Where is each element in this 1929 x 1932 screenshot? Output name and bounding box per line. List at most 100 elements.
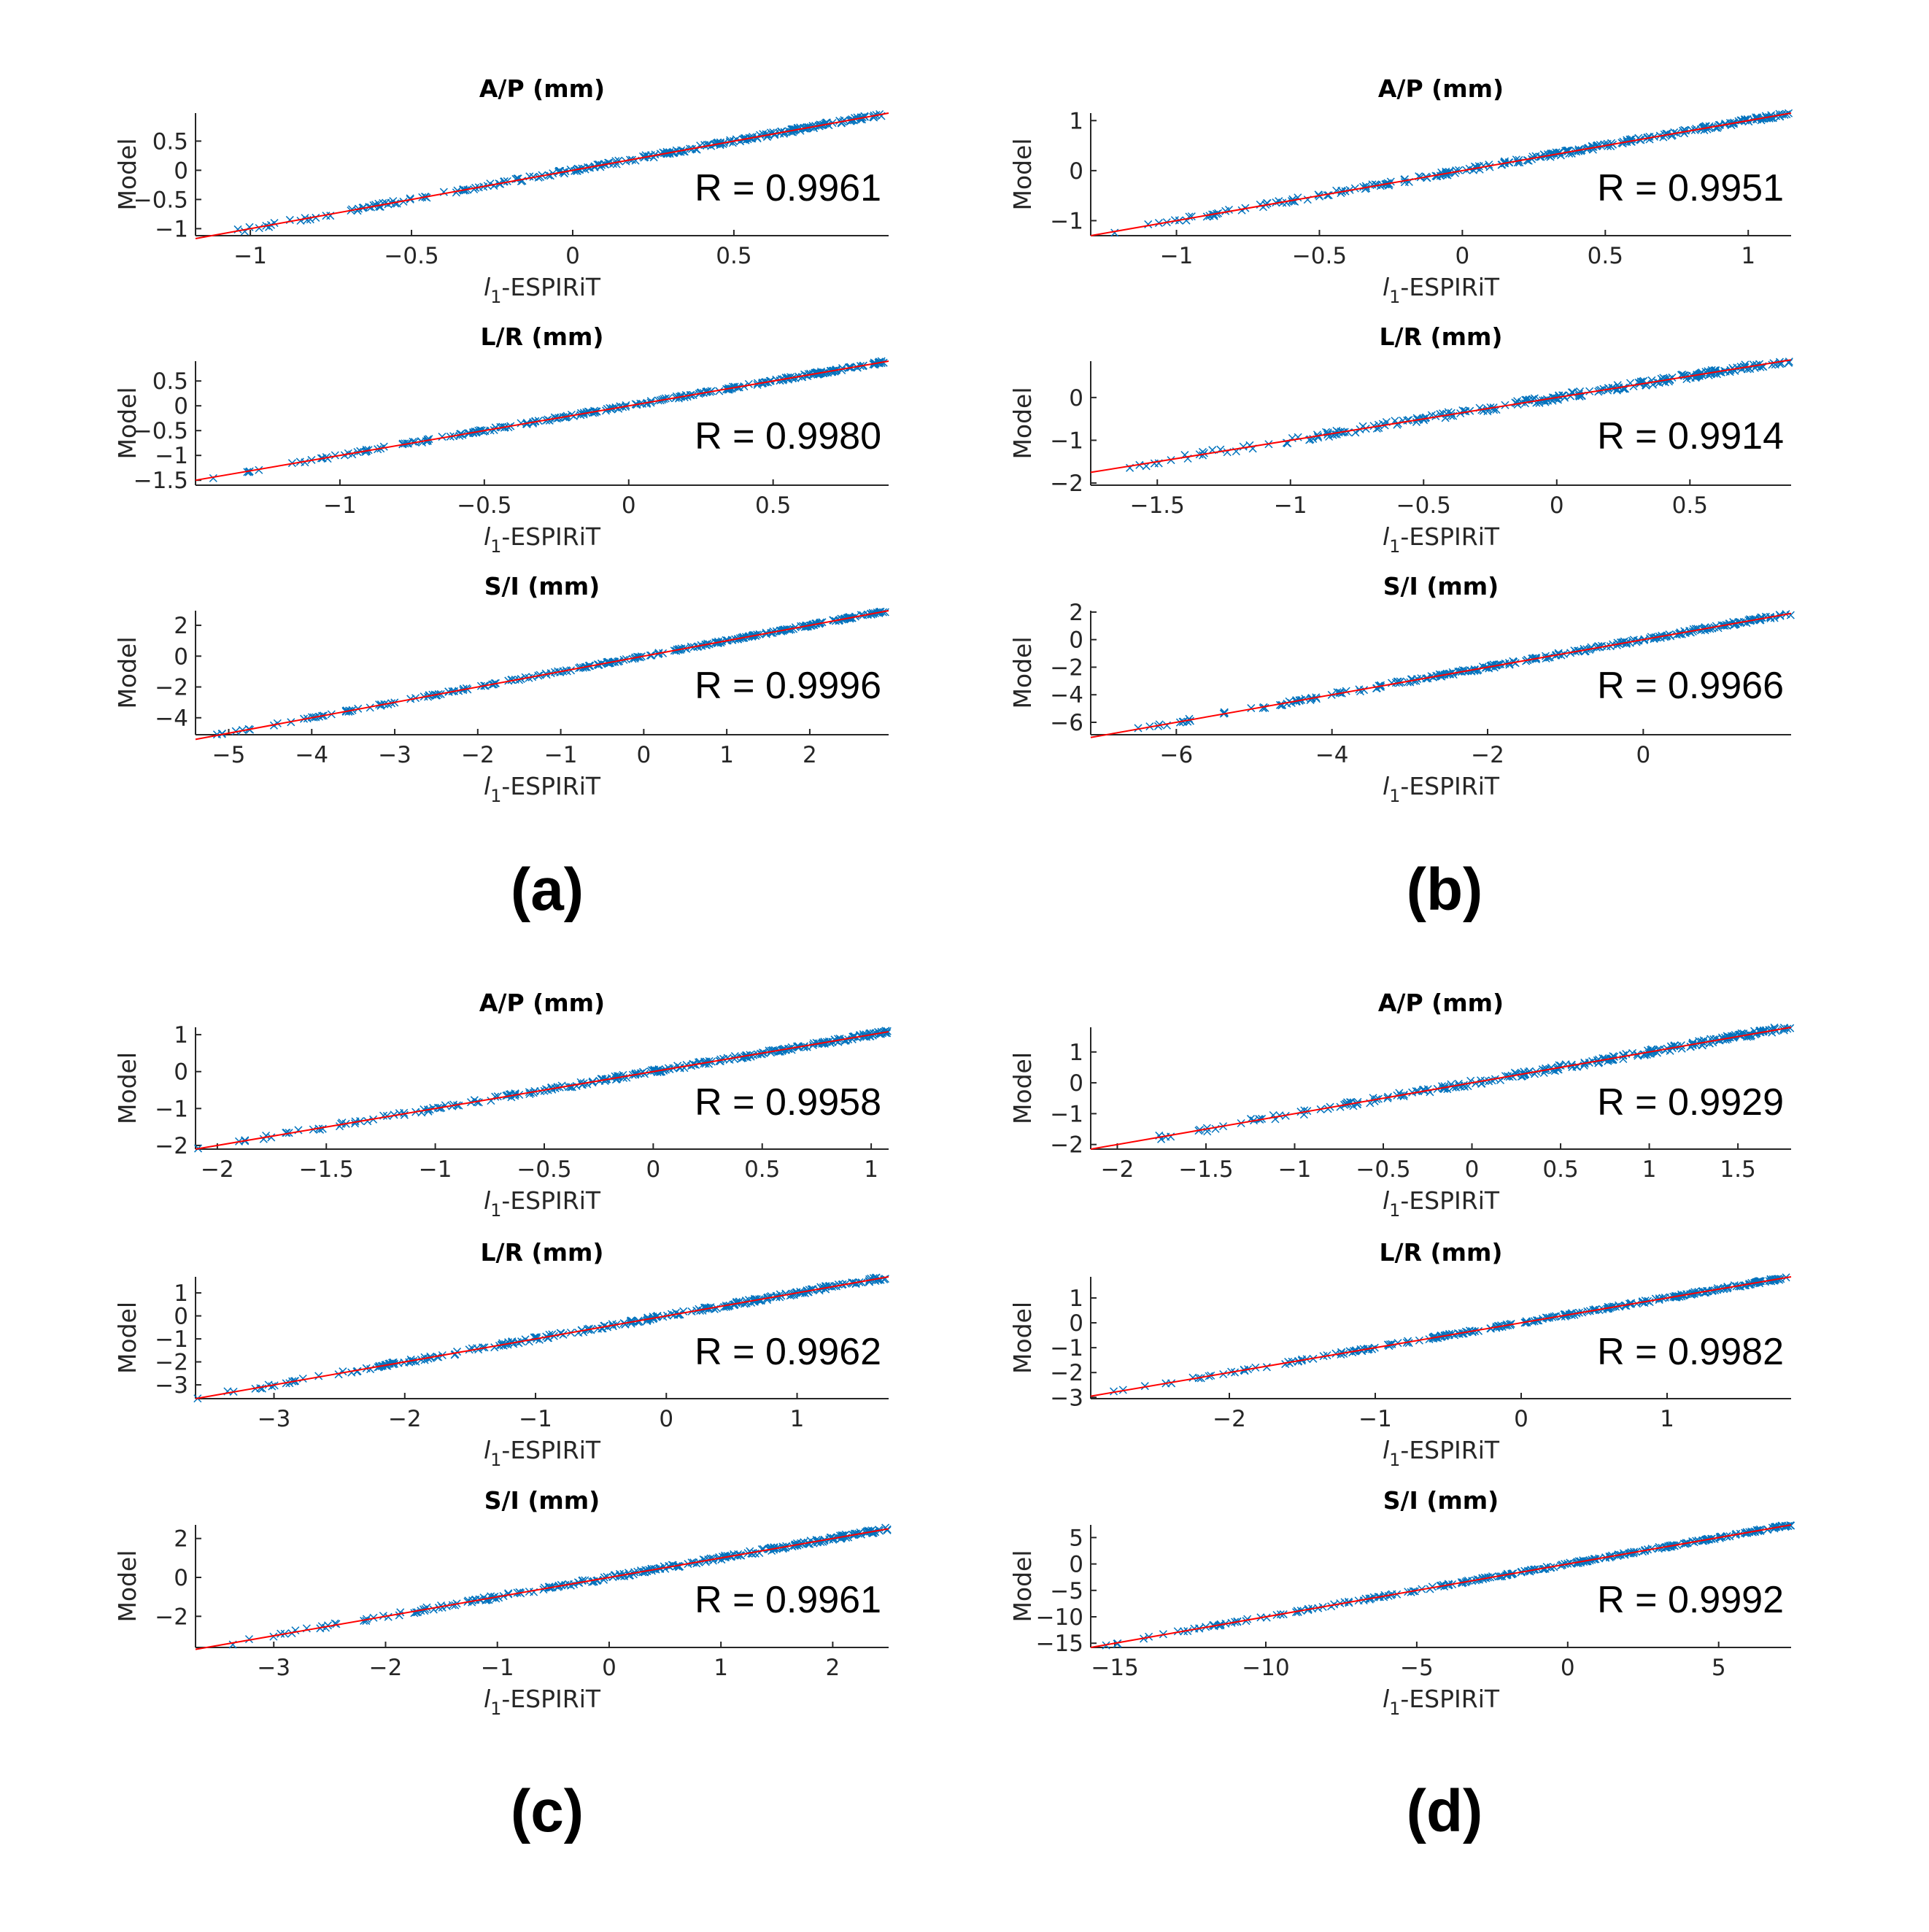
data-point: [312, 213, 320, 222]
x-tick-label: 0: [637, 742, 652, 768]
x-tick-label: −1: [1160, 243, 1194, 269]
y-tick-label: −2: [155, 1604, 188, 1630]
y-tick-label: −10: [1036, 1604, 1083, 1631]
x-tick-label: 0: [1636, 742, 1650, 768]
x-tick-label: −1: [1358, 1406, 1392, 1432]
data-point: [646, 151, 656, 160]
data-point: [1658, 377, 1667, 386]
data-point: [1662, 632, 1671, 641]
x-tick-label: 0.5: [744, 1156, 780, 1183]
data-point: [347, 1368, 356, 1377]
x-tick-label: −15: [1091, 1655, 1138, 1681]
data-point: [712, 1304, 721, 1313]
data-point: [1785, 358, 1793, 366]
data-point: [1563, 147, 1572, 155]
data-point: [1500, 158, 1509, 166]
y-tick-label: −5: [1050, 1578, 1083, 1604]
data-point: [633, 1318, 643, 1326]
scatter-markers: [209, 357, 888, 482]
data-point: [1445, 168, 1453, 177]
data-point: [611, 1571, 619, 1580]
y-tick-label: −1.5: [134, 468, 188, 494]
x-axis-label: l1-ESPIRiT: [484, 273, 601, 307]
y-axis-label: Model: [1008, 138, 1037, 210]
plot-title: S/I (mm): [1383, 1486, 1499, 1515]
correlation-label: R = 0.9996: [695, 665, 881, 707]
data-point: [770, 131, 779, 139]
data-point: [1604, 386, 1612, 395]
data-point: [422, 193, 431, 202]
x-tick-label: −2: [1101, 1156, 1134, 1183]
data-point: [853, 1033, 862, 1042]
x-tick-label: −2: [201, 1156, 234, 1183]
data-point: [1388, 679, 1396, 687]
data-point: [267, 1133, 276, 1142]
y-tick-label: 1: [174, 1280, 188, 1307]
data-point: [565, 1083, 573, 1091]
data-point: [1454, 166, 1464, 174]
data-point: [590, 408, 599, 417]
data-point: [490, 1343, 499, 1352]
y-tick-label: 1: [1069, 1040, 1083, 1066]
data-point: [841, 1035, 850, 1045]
data-point: [576, 409, 586, 417]
data-point: [1155, 720, 1164, 729]
x-tick-label: −5: [212, 742, 246, 768]
scatter-plot: A/P (mm) −2 −1.5 −1 −0.5 0 0.5 1 −2 −1 0 1 l1-ESPIRi…: [113, 989, 892, 1221]
plot-title: S/I (mm): [484, 572, 600, 600]
scatter-plot: S/I (mm) −3 −2 −1 0 1 2 −2 0 2 l1-ESPIRiT Model R = …: [113, 1486, 892, 1719]
x-tick-label: −2: [369, 1655, 403, 1681]
data-point: [1275, 700, 1285, 709]
data-point: [820, 1040, 829, 1048]
y-tick-label: −2: [1050, 471, 1083, 497]
x-tick-label: −2: [1213, 1406, 1246, 1432]
data-point: [1350, 184, 1359, 193]
x-tick-label: 0: [1561, 1655, 1575, 1681]
data-point: [1676, 630, 1685, 638]
y-tick-label: 0: [174, 1304, 188, 1330]
data-point: [409, 437, 417, 446]
data-point: [838, 364, 847, 373]
data-point: [348, 450, 357, 459]
data-point: [1324, 191, 1333, 200]
data-point: [567, 410, 576, 419]
scatter-plot: L/R (mm)−1 −0.5 0 0.5−1.5−1−0.500.5l1-ESPIR…: [113, 322, 889, 557]
data-point: [323, 455, 332, 463]
y-tick-label: 5: [1069, 1525, 1083, 1551]
data-point: [1199, 451, 1207, 460]
x-tick-label: 0: [565, 243, 580, 269]
data-point: [1619, 137, 1628, 146]
x-tick-label: 0: [1514, 1406, 1528, 1432]
data-point: [425, 691, 433, 700]
data-point: [479, 427, 488, 436]
x-tick-label: −0.5: [384, 243, 438, 269]
data-point: [342, 706, 351, 715]
data-point: [715, 387, 724, 395]
data-point: [363, 1117, 372, 1126]
data-point: [1485, 163, 1494, 171]
plot-title: L/R (mm): [1380, 322, 1503, 351]
data-point: [571, 166, 579, 175]
data-point: [849, 116, 859, 125]
data-point: [1186, 716, 1195, 725]
data-point: [753, 380, 762, 390]
data-point: [563, 667, 571, 676]
x-tick-label: −1: [519, 1406, 552, 1432]
data-point: [643, 1315, 652, 1325]
y-axis-label: Model: [113, 1550, 142, 1622]
data-point: [1239, 442, 1248, 451]
y-tick-label: 0: [1069, 1070, 1083, 1097]
data-point: [692, 144, 700, 153]
y-tick-label: −3: [155, 1372, 188, 1399]
data-point: [635, 1318, 644, 1326]
y-tick-label: −2: [1050, 654, 1083, 681]
data-point: [268, 1382, 277, 1391]
data-point: [451, 1350, 460, 1359]
fit-line: [1090, 612, 1792, 738]
data-point: [470, 185, 479, 194]
data-point: [1668, 131, 1677, 139]
data-point: [1432, 172, 1441, 181]
correlation-label: R = 0.9961: [695, 1579, 881, 1621]
